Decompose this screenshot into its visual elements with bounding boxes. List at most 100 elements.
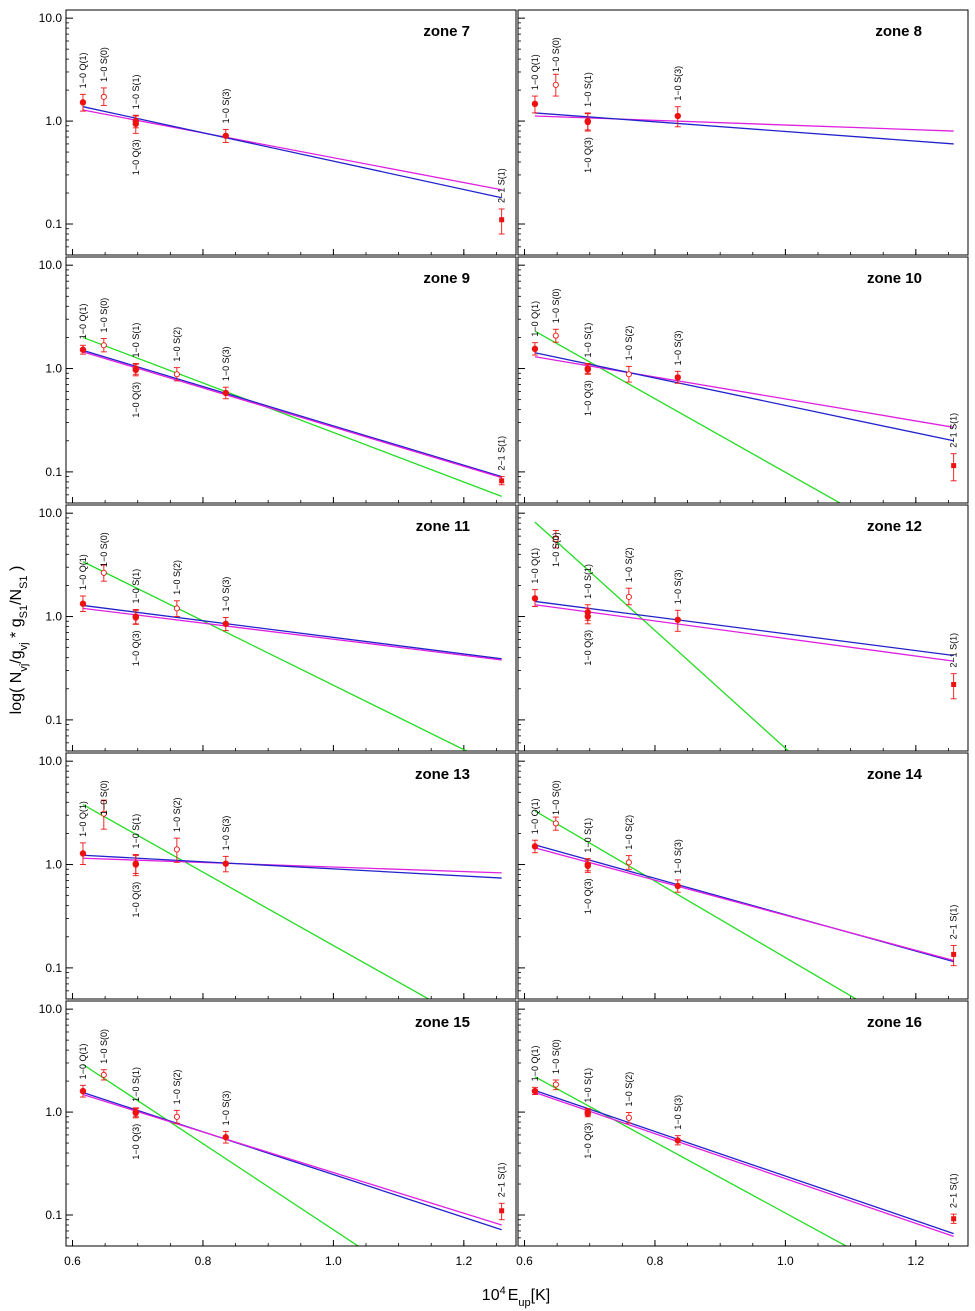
data-point-open [100, 1071, 107, 1078]
transition-label: 1−0 S(3) [673, 66, 683, 101]
fit-line-blue [82, 1091, 502, 1231]
panel-frame [517, 752, 969, 1000]
panel-title: zone 14 [867, 766, 923, 783]
transition-label: 1−0 Q(3) [131, 139, 141, 175]
x-axis-label-prefix: 10 [482, 1287, 500, 1304]
panel-zone-13: 0.11.010.01−0 Q(1)1−0 S(0)1−0 S(1)1−0 Q(… [39, 752, 517, 1000]
fit-line-blue [82, 106, 502, 199]
transition-label: 1−0 S(1) [131, 1067, 141, 1102]
fit-line-magenta [534, 356, 954, 428]
y-tick-label: 10.0 [39, 754, 63, 768]
data-point [531, 843, 539, 850]
data-point-square [499, 478, 505, 484]
panel-plot-area-zone-14: 1−0 Q(1) 1−0 S(0) 1−0 S(1) 1−0 Q(3) 1−0 S(2)… [530, 780, 959, 999]
y-tick-label: 10.0 [39, 506, 63, 520]
panel-plot-area-zone-12: 1−0 Q(1) 1−0 S(0) 1−0 S(1) 1−0 Q(3) 1−0 S(2)… [530, 521, 959, 751]
fit-line-magenta [82, 607, 502, 661]
transition-label: 1−0 S(0) [551, 288, 561, 323]
panel-title: zone 16 [867, 1014, 922, 1031]
panel-plot-area-zone-16: 1−0 Q(1) 1−0 S(0) 1−0 S(1) 1−0 Q(3) 1−0 S(2)… [530, 1039, 959, 1246]
transition-label: 1−0 S(3) [221, 1091, 231, 1126]
data-point-open [552, 332, 559, 339]
panel-plot-area-zone-15: 1−0 Q(1) 1−0 S(0) 1−0 S(1) 1−0 Q(3) 1−0 S(2)… [78, 1029, 507, 1246]
data-point-open [552, 81, 559, 88]
x-tick-label: 0.8 [195, 1254, 212, 1268]
data-point [132, 120, 139, 128]
transition-label: 1−0 S(2) [172, 797, 182, 832]
data-point [222, 620, 229, 628]
panel-title: zone 15 [415, 1014, 470, 1031]
panel-zone-11: 0.11.010.01−0 Q(1)1−0 S(0)1−0 S(1)1−0 Q(… [39, 504, 517, 752]
data-point [222, 132, 229, 139]
transition-label: 1−0 S(3) [221, 577, 231, 612]
y-tick-label: 10.0 [39, 258, 63, 272]
transition-label: 2−1 S(1) [949, 413, 959, 448]
panel-zone-12: 1−0 Q(1) 1−0 S(0) 1−0 S(1) 1−0 Q(3) 1−0 S(2)… [517, 504, 969, 752]
data-point [584, 1110, 591, 1117]
transition-label: 1−0 S(0) [551, 1039, 561, 1074]
y-axis-label-e: ) [8, 566, 25, 576]
data-point [132, 1109, 139, 1117]
transition-label: 1−0 S(2) [624, 1072, 634, 1107]
panel-title: zone 9 [423, 270, 470, 287]
panel-frame [65, 752, 517, 1000]
fit-line-magenta [534, 1091, 954, 1237]
fit-line-green [82, 336, 502, 497]
data-point [674, 1137, 681, 1144]
transition-label: 1−0 Q(1) [530, 1046, 540, 1082]
panel-zone-14: 1−0 Q(1) 1−0 S(0) 1−0 S(1) 1−0 Q(3) 1−0 S(2)… [517, 752, 969, 1000]
transition-label: 1−0 Q(1) [78, 554, 88, 590]
x-tick-label: 0.8 [647, 1254, 664, 1268]
data-point-open [625, 593, 632, 600]
y-tick-label: 1.0 [45, 114, 62, 128]
y-tick-label: 0.1 [45, 465, 62, 479]
data-point [79, 346, 87, 353]
x-tick-label: 1.0 [777, 1254, 794, 1268]
fit-line-green [534, 810, 858, 999]
transition-label: 1−0 S(0) [551, 532, 561, 567]
panel-title: zone 12 [867, 518, 922, 535]
y-tick-label: 0.1 [45, 1208, 62, 1222]
fit-line-blue [534, 1089, 954, 1235]
data-point [79, 600, 87, 607]
transition-label: 1−0 S(1) [583, 323, 593, 358]
transition-label: 1−0 Q(3) [583, 380, 593, 416]
x-axis-label-main: E [508, 1287, 519, 1304]
data-point [132, 366, 139, 374]
transition-label: 2−1 S(1) [949, 905, 959, 940]
data-point-open [173, 605, 180, 612]
data-point-square [951, 1216, 957, 1222]
transition-label: 1−0 S(1) [583, 564, 593, 599]
transition-label: 1−0 S(3) [673, 839, 683, 874]
transition-label: 1−0 S(0) [99, 532, 109, 567]
data-point [531, 595, 539, 602]
transition-label: 1−0 S(2) [624, 326, 634, 361]
fit-line-magenta [534, 847, 954, 962]
data-point [79, 1087, 87, 1095]
x-axis-label-sub: up [518, 1297, 530, 1309]
y-tick-label: 1.0 [45, 610, 62, 624]
data-point-open [173, 1113, 180, 1120]
transition-label: 1−0 Q(3) [131, 630, 141, 666]
transition-label: 1−0 S(1) [131, 74, 141, 109]
panel-title: zone 10 [867, 270, 922, 287]
panel-zone-7: 0.11.010.01−0 Q(1) 1−0 S(0)1−0 S(1)1−0 Q(… [39, 9, 517, 256]
data-point-open [100, 569, 107, 576]
transition-label: 1−0 Q(1) [78, 1044, 88, 1080]
transition-label: 1−0 Q(1) [530, 54, 540, 90]
data-point [584, 862, 591, 870]
data-point-open [173, 846, 180, 853]
fit-line-green [534, 521, 790, 751]
fit-line-blue [534, 352, 954, 442]
transition-label: 1−0 Q(1) [78, 801, 88, 837]
panel-frame [65, 504, 517, 752]
y-axis-label-sub1: vj [18, 664, 30, 672]
data-point [584, 613, 591, 620]
transition-label: 1−0 S(2) [624, 815, 634, 850]
y-axis-label-a: log( N [8, 672, 25, 715]
transition-label: 1−0 S(0) [99, 47, 109, 82]
data-point-square [951, 463, 957, 469]
panel-zone-9: 0.11.010.01−0 Q(1) 1−0 S(0)1−0 S(1)1−0 Q(… [39, 256, 517, 504]
transition-label: 1−0 Q(3) [583, 630, 593, 666]
transition-label: 1−0 S(1) [131, 569, 141, 604]
